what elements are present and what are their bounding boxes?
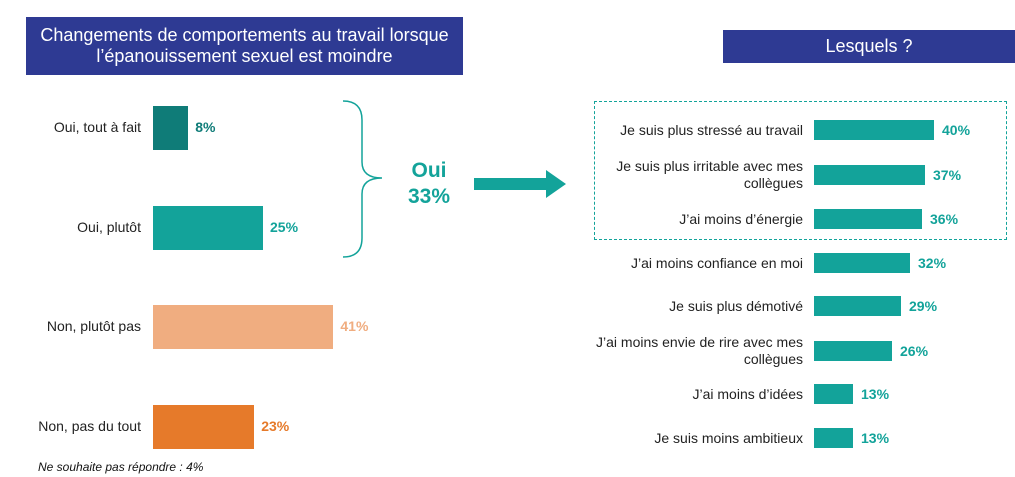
left-chart-title-text: Changements de comportements au travail … xyxy=(40,25,449,66)
top-three-highlight-box xyxy=(594,101,1007,240)
right-value-label: 13% xyxy=(861,386,890,402)
right-value-label: 37% xyxy=(933,167,962,183)
left-category-label: Oui, plutôt xyxy=(77,219,141,235)
right-arrow-icon xyxy=(474,170,566,198)
oui-label: Oui xyxy=(411,159,447,182)
right-category-label: Je suis plus stressé au travail xyxy=(583,122,803,139)
footnote: Ne souhaite pas répondre : 4% xyxy=(38,460,204,474)
right-value-label: 26% xyxy=(900,343,929,359)
left-bar xyxy=(153,305,334,349)
right-value-label: 32% xyxy=(918,255,947,271)
right-category-label-line: J’ai moins confiance en moi xyxy=(631,254,803,271)
right-bar xyxy=(814,428,853,448)
right-category-label-line: Je suis moins ambitieux xyxy=(654,429,803,446)
grouping-brace xyxy=(342,100,383,258)
right-bar xyxy=(814,341,892,361)
right-category-label-line: Je suis plus stressé au travail xyxy=(620,121,803,138)
right-value-label: 36% xyxy=(930,211,959,227)
left-value-label: 23% xyxy=(261,418,290,434)
left-bar xyxy=(153,206,263,250)
right-bar xyxy=(814,120,934,140)
left-category-label: Oui, tout à fait xyxy=(53,119,141,135)
oui-value: 33% xyxy=(407,185,451,208)
right-category-label: J’ai moins d’énergie xyxy=(583,211,803,228)
right-category-label: Je suis plus démotivé xyxy=(583,298,803,315)
right-chart-title-text: Lesquels ? xyxy=(825,36,913,56)
right-category-label: J’ai moins confiance en moi xyxy=(583,255,803,272)
left-value-label: 25% xyxy=(270,219,299,235)
left-bar xyxy=(153,405,255,449)
right-bar xyxy=(814,296,901,316)
right-category-label: J’ai moins envie de rire avec mes collègu… xyxy=(583,334,803,368)
oui-total: Oui 33% xyxy=(393,158,465,210)
right-category-label-line: Je suis plus démotivé xyxy=(669,297,803,314)
right-value-label: 40% xyxy=(942,122,971,138)
left-category-label: Non, plutôt pas xyxy=(46,318,141,334)
right-category-label-line: collègues xyxy=(743,351,803,367)
right-category-label-line: J’ai moins d’idées xyxy=(692,385,804,402)
right-category-label: J’ai moins d’idées xyxy=(583,385,804,403)
right-bar xyxy=(814,253,910,273)
left-bar xyxy=(153,106,189,150)
left-value-label: 41% xyxy=(340,318,369,334)
left-chart-title: Changements de comportements au travail … xyxy=(26,17,463,75)
right-chart-title: Lesquels ? xyxy=(723,30,1015,63)
right-category-label: Je suis moins ambitieux xyxy=(583,430,803,447)
right-bar xyxy=(814,209,922,229)
right-category-label-line: J’ai moins envie de rire avec mes xyxy=(596,334,803,350)
right-value-label: 13% xyxy=(861,430,890,446)
right-category-label: Je suis plus irritable avec mes collègues xyxy=(583,158,803,192)
right-category-label-line: Je suis plus irritable avec mes xyxy=(616,158,803,174)
right-bar xyxy=(814,165,925,185)
right-bar xyxy=(814,384,853,404)
left-value-label: 8% xyxy=(195,119,216,135)
left-category-label: Non, pas du tout xyxy=(38,418,141,434)
right-value-label: 29% xyxy=(909,298,938,314)
right-category-label-line: J’ai moins d’énergie xyxy=(679,210,803,227)
right-category-label-line: collègues xyxy=(743,175,803,191)
